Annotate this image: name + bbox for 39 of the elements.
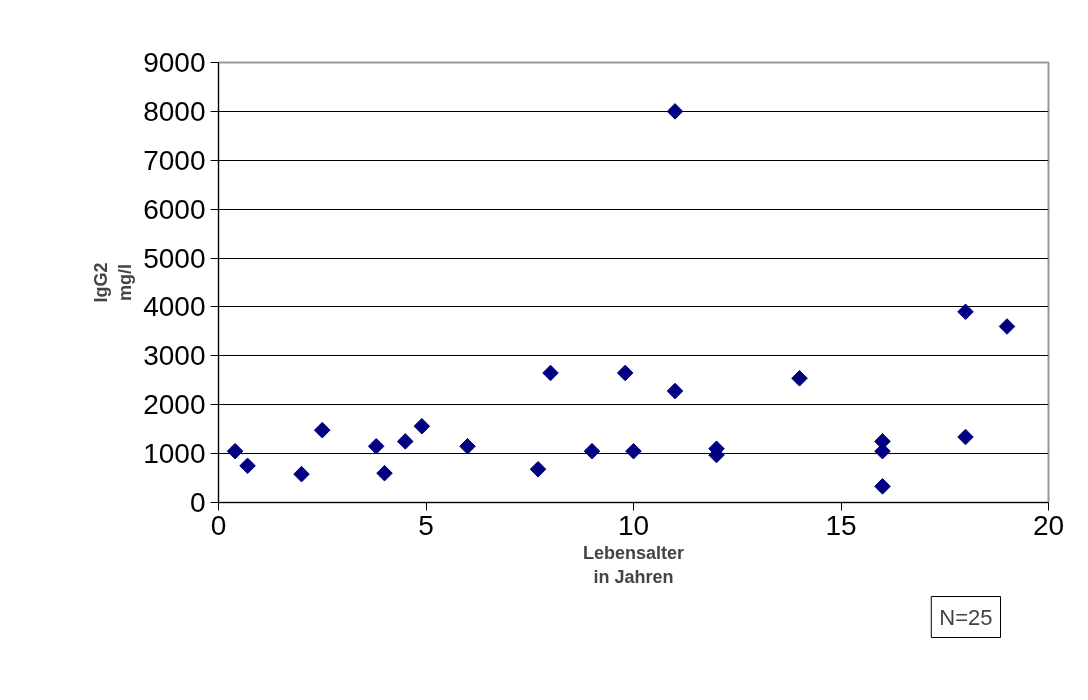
point <box>666 103 684 120</box>
point <box>791 370 808 387</box>
point <box>542 364 559 382</box>
point <box>396 433 414 450</box>
x-tick-label: 0 <box>210 509 227 541</box>
x-tick-label: 15 <box>825 509 857 541</box>
point <box>293 465 310 483</box>
y-tick-label: 1000 <box>143 438 206 470</box>
y-tick-label: 9000 <box>143 47 206 78</box>
y-tick-label: 4000 <box>143 291 206 323</box>
point <box>874 478 891 495</box>
text: N=25 <box>939 604 993 630</box>
point <box>998 318 1016 335</box>
point <box>376 464 393 482</box>
y-tick-label: 0 <box>189 487 206 518</box>
point <box>583 442 601 460</box>
y-axis-title: IgG2 mg/l <box>91 262 136 303</box>
y-tick-label: 2000 <box>143 389 206 421</box>
x-axis-title: Lebensalter in Jahren <box>582 542 685 587</box>
point <box>957 303 974 321</box>
point <box>625 442 642 460</box>
point <box>413 417 431 435</box>
y-tick-label: 8000 <box>143 95 206 127</box>
point <box>529 460 547 478</box>
point <box>226 442 244 460</box>
y-tick-label: 7000 <box>143 144 206 176</box>
x-tick-label: 5 <box>418 509 434 541</box>
point <box>957 428 974 446</box>
point <box>313 421 331 439</box>
point <box>616 364 634 382</box>
x-tick-label: 20 <box>1032 509 1065 541</box>
y-tick-label: 6000 <box>143 193 206 225</box>
point <box>459 438 476 455</box>
y-tick-label: 3000 <box>143 340 206 372</box>
point <box>666 382 684 400</box>
x-tick-label: 10 <box>617 509 650 541</box>
y-tick-label: 5000 <box>143 242 206 274</box>
point <box>367 438 385 455</box>
point <box>239 457 256 475</box>
